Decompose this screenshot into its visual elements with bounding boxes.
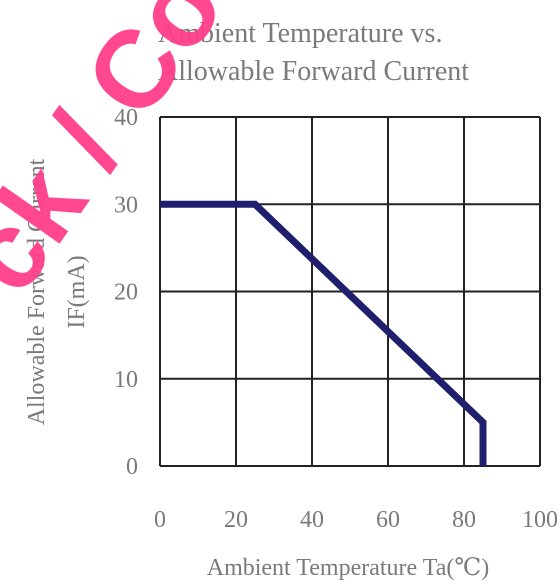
x-tick-label: 80 — [452, 507, 476, 533]
y-axis-label: Allowable Forward Current — [24, 158, 50, 425]
watermark: ck / Co — [0, 0, 247, 314]
y-tick-label: 40 — [114, 105, 138, 131]
y-tick-label: 30 — [114, 192, 138, 218]
x-tick-label: 0 — [154, 507, 166, 533]
y-tick-label: 0 — [126, 454, 138, 480]
x-tick-labels: 0 20 40 60 80 100 — [154, 507, 558, 533]
x-tick-label: 100 — [522, 507, 558, 533]
x-tick-label: 40 — [300, 507, 324, 533]
y-tick-label: 20 — [114, 280, 138, 306]
x-tick-label: 20 — [224, 507, 248, 533]
chart-subtitle: Allowable Forward Current — [158, 56, 469, 87]
y-axis-unit: IF(mA) — [64, 255, 90, 328]
x-axis-label: Ambient Temperature Ta(℃) — [207, 555, 490, 581]
grid — [159, 116, 541, 467]
series-layer — [160, 200, 487, 466]
x-tick-label: 60 — [376, 507, 400, 533]
chart-title: Ambient Temperature vs. — [158, 18, 442, 49]
y-tick-labels: 0 10 20 30 40 — [114, 105, 138, 480]
series-line — [160, 200, 487, 466]
y-tick-label: 10 — [114, 367, 138, 393]
